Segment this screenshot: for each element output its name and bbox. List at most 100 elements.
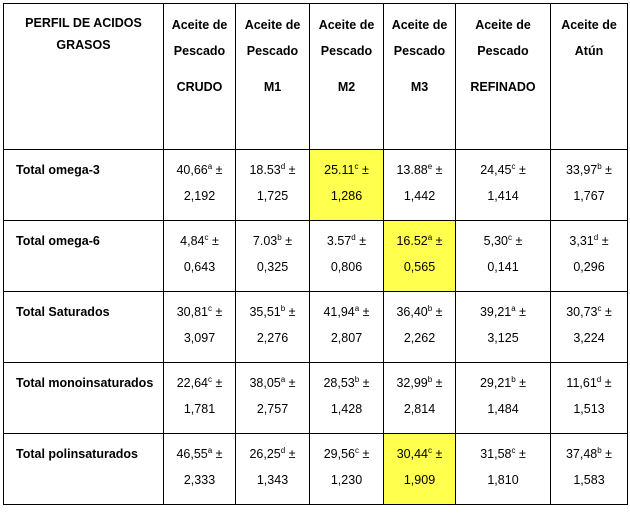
- header-cell-profile: PERFIL DE ACIDOS GRASOS: [3, 3, 164, 150]
- header-sample-line-2: Pescado: [246, 44, 299, 58]
- significance-letter: c: [207, 304, 212, 313]
- plus-minus-sign: ±: [515, 305, 527, 319]
- std-dev-value: 1,442: [403, 189, 436, 203]
- std-dev-value: 0,296: [573, 260, 605, 274]
- mean-line: 46,55a ±: [164, 441, 235, 467]
- mean-value: 41,94: [323, 305, 355, 319]
- plus-minus-sign: ±: [601, 305, 612, 319]
- plus-minus-sign: ±: [285, 163, 296, 177]
- std-dev-value: 3,224: [573, 331, 605, 345]
- mean-value: 29,21: [479, 376, 512, 390]
- plus-minus-sign: ±: [601, 447, 613, 461]
- significance-letter: c: [204, 233, 209, 242]
- mean-line: 24,45c ±: [456, 157, 550, 183]
- value-cell: 39,21a ±3,125: [455, 291, 551, 363]
- significance-letter: c: [511, 446, 516, 455]
- mean-line: 31,58c ±: [456, 441, 550, 467]
- row-label: Total omega-6: [3, 220, 164, 292]
- mean-value: 30,73: [566, 305, 598, 319]
- mean-value: 30,44: [396, 447, 428, 461]
- plus-minus-sign: ±: [432, 163, 443, 177]
- mean-value: 39,21: [479, 305, 512, 319]
- mean-value: 33,97: [565, 163, 598, 177]
- value-cell: 29,21b ±1,484: [455, 362, 551, 434]
- table-row: Total monoinsaturados 22,64c ±1,781 38,05a…: [3, 362, 628, 434]
- plus-minus-sign: ±: [211, 376, 223, 390]
- mean-line: 5,30c ±: [456, 228, 550, 254]
- header-profile-line-1: PERFIL DE ACIDOS: [25, 16, 142, 30]
- header-sample-line-1: Aceite de: [475, 18, 531, 32]
- mean-value: 5,30: [483, 234, 508, 248]
- header-cell-sample-4: Aceite de Pescado M3: [383, 3, 456, 150]
- significance-letter: b: [280, 304, 286, 313]
- value-cell: 26,25d ± 1,343: [235, 433, 310, 505]
- header-profile-line-2: GRASOS: [56, 38, 111, 52]
- row-label: Total omega-3: [3, 149, 164, 221]
- header-sample-line-3: REFINADO: [470, 80, 536, 94]
- std-dev-value: 2,262: [403, 331, 436, 345]
- std-dev-value: 1,343: [256, 473, 289, 487]
- mean-value: 4,84: [180, 234, 205, 248]
- header-sample-line-3: M3: [410, 80, 429, 94]
- plus-minus-sign: ±: [515, 163, 526, 177]
- significance-letter: d: [280, 446, 286, 455]
- header-cell-sample-3: Aceite de Pescado M2: [309, 3, 384, 150]
- header-sample-line-2: Atún: [574, 44, 604, 58]
- mean-line: 33,97b ±: [551, 157, 627, 183]
- significance-letter: e: [427, 162, 433, 171]
- significance-letter: b: [597, 162, 602, 171]
- std-dev-value: 0,325: [256, 260, 289, 274]
- mean-value: 31,58: [480, 447, 512, 461]
- mean-line: 29,56c ±: [310, 441, 383, 467]
- mean-value: 25.11: [324, 163, 355, 177]
- mean-value: 30,81: [176, 305, 208, 319]
- plus-minus-sign: ±: [432, 305, 443, 319]
- plus-minus-sign: ±: [432, 376, 443, 390]
- significance-letter: b: [511, 375, 516, 384]
- plus-minus-sign: ±: [601, 376, 612, 390]
- header-sample-line-1: Aceite de: [561, 18, 617, 32]
- table-row: Total polinsaturados 46,55a ±2,333 26,25d …: [3, 433, 628, 505]
- mean-line: 7.03b ±: [236, 228, 309, 254]
- plus-minus-sign: ±: [598, 234, 609, 248]
- plus-minus-sign: ±: [359, 376, 370, 390]
- mean-line: 35,51b ±: [236, 299, 309, 325]
- header-sample-line-2: Pescado: [320, 44, 373, 58]
- std-dev-value: 3,125: [487, 331, 519, 345]
- value-cell: 24,45c ±1,414: [455, 149, 551, 221]
- std-dev-value: 0,806: [330, 260, 363, 274]
- significance-letter: c: [354, 162, 359, 171]
- plus-minus-sign: ±: [431, 447, 443, 461]
- header-sample-line-2: Pescado: [393, 44, 446, 58]
- std-dev-value: 1,583: [573, 473, 605, 487]
- significance-letter: a: [207, 446, 213, 455]
- mean-line: 28,53b ±: [310, 370, 383, 396]
- value-cell-highlighted: 25.11c ±1,286: [309, 149, 384, 221]
- header-cell-sample-2: Aceite de Pescado M1: [235, 3, 310, 150]
- significance-letter: d: [596, 375, 602, 384]
- mean-line: 32,99b ±: [384, 370, 455, 396]
- plus-minus-sign: ±: [285, 376, 296, 390]
- std-dev-value: 1,909: [403, 473, 436, 487]
- value-cell: 3.57d ±0,806: [309, 220, 384, 292]
- table-row: Total Saturados 30,81c ±3,097 35,51b ±2,27…: [3, 291, 628, 363]
- significance-letter: a: [427, 233, 433, 242]
- mean-line: 18.53d ±: [236, 157, 309, 183]
- significance-letter: c: [508, 233, 512, 242]
- mean-value: 3.57: [326, 234, 352, 248]
- mean-value: 7.03: [252, 234, 278, 248]
- row-label: Total monoinsaturados: [3, 362, 164, 434]
- std-dev-value: 1,230: [330, 473, 363, 487]
- mean-value: 32,99: [396, 376, 428, 390]
- mean-line: 40,66a ±: [164, 157, 235, 183]
- mean-line: 26,25d ±: [236, 441, 309, 467]
- header-gap: [456, 64, 550, 74]
- value-cell: 38,05a ±2,757: [235, 362, 310, 434]
- plus-minus-sign: ±: [512, 234, 523, 248]
- mean-value: 3,31: [569, 234, 594, 248]
- std-dev-value: 2,276: [256, 331, 289, 345]
- plus-minus-sign: ±: [281, 234, 293, 248]
- std-dev-value: 1,513: [573, 402, 605, 416]
- plus-minus-sign: ±: [358, 163, 369, 177]
- mean-value: 18.53: [249, 163, 281, 177]
